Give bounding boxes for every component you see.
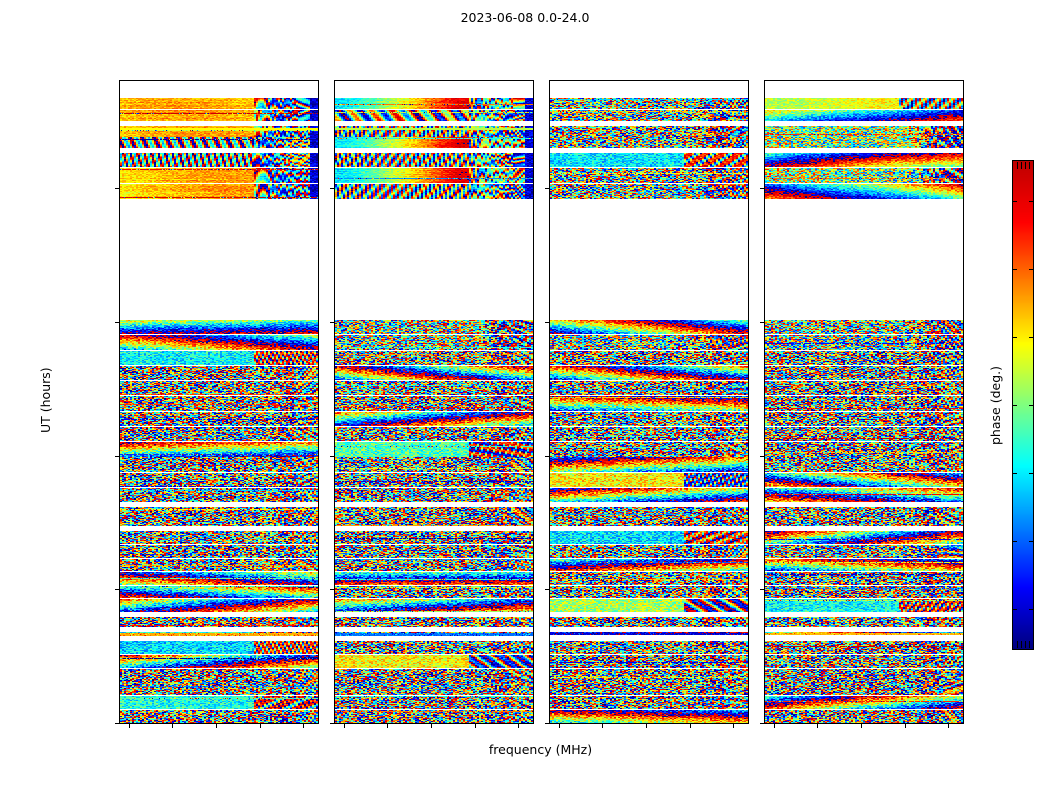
y-tick-mark: [545, 188, 549, 189]
x-tick-mark: [172, 724, 174, 728]
x-tick-mark: [861, 724, 863, 728]
colorbar-tick-mark: [1012, 336, 1017, 338]
x-tick-mark: [518, 724, 520, 728]
x-axis-label: frequency (MHz): [488, 742, 593, 757]
colorbar-tick-mark: [1012, 609, 1017, 611]
y-tick-mark: [760, 723, 764, 724]
y-tick-mark: [115, 589, 119, 591]
y-tick-mark: [760, 455, 764, 457]
colorbar-gradient: [1013, 161, 1033, 649]
y-tick-mark: [115, 188, 119, 189]
x-tick-mark: [602, 724, 604, 728]
y-tick-mark: [760, 321, 764, 323]
y-tick-mark: [545, 723, 549, 724]
colorbar-tick-mark-inner: [1029, 541, 1034, 543]
waterfall-image-xy: [550, 81, 748, 723]
waterfall-image-xx: [120, 81, 318, 723]
colorbar-tick-mark-inner: [1029, 268, 1034, 270]
x-tick-mark: [948, 724, 950, 728]
y-tick-mark: [115, 321, 119, 323]
x-tick-mark: [259, 724, 261, 728]
colorbar-tick-mark: [1012, 541, 1017, 543]
x-tick-mark: [343, 724, 345, 728]
colorbar-tick-mark: [1012, 268, 1017, 270]
colorbar-tick-mark-inner: [1029, 609, 1034, 611]
colorbar-over-extend-ticks: [1015, 162, 1031, 169]
page-title: 2023-06-08 0.0-24.0: [460, 10, 590, 25]
x-tick-mark: [303, 724, 305, 728]
colorbar-tick-mark-inner: [1029, 200, 1034, 202]
x-tick-mark: [216, 724, 218, 728]
heatmap-panel-yy[interactable]: [334, 80, 534, 724]
y-tick-mark: [545, 455, 549, 457]
y-tick-mark: [115, 723, 119, 724]
y-tick-mark: [330, 589, 334, 591]
colorbar-under-extend-ticks: [1015, 641, 1031, 648]
x-tick-mark: [431, 724, 433, 728]
waterfall-image-yx: [765, 81, 963, 723]
colorbar-tick-mark-inner: [1029, 336, 1034, 338]
y-tick-mark: [760, 188, 764, 189]
x-tick-mark: [904, 724, 906, 728]
colorbar-tick-mark-inner: [1029, 473, 1034, 475]
heatmap-panel-xx[interactable]: [119, 80, 319, 724]
x-tick-mark: [474, 724, 476, 728]
x-tick-mark: [558, 724, 560, 728]
colorbar-tick-mark: [1012, 200, 1017, 202]
y-tick-mark: [330, 188, 334, 189]
x-tick-mark: [773, 724, 775, 728]
y-axis-label: UT (hours): [38, 367, 53, 433]
colorbar-tick-mark: [1012, 473, 1017, 475]
y-tick-mark: [115, 455, 119, 457]
x-tick-mark: [817, 724, 819, 728]
y-tick-mark: [330, 723, 334, 724]
y-tick-mark: [330, 321, 334, 323]
waterfall-image-yy: [335, 81, 533, 723]
y-tick-mark: [545, 321, 549, 323]
y-tick-mark: [545, 589, 549, 591]
x-tick-mark: [689, 724, 691, 728]
y-tick-mark: [760, 589, 764, 591]
colorbar-tick-mark-inner: [1029, 405, 1034, 406]
x-tick-mark: [387, 724, 389, 728]
heatmap-panel-xy[interactable]: [549, 80, 749, 724]
x-tick-mark: [128, 724, 130, 728]
y-tick-mark: [330, 455, 334, 457]
colorbar-tick-mark: [1012, 405, 1017, 406]
heatmap-panel-yx[interactable]: [764, 80, 964, 724]
x-tick-mark: [646, 724, 648, 728]
x-tick-mark: [733, 724, 735, 728]
colorbar-label: phase (deg.): [988, 366, 1003, 445]
